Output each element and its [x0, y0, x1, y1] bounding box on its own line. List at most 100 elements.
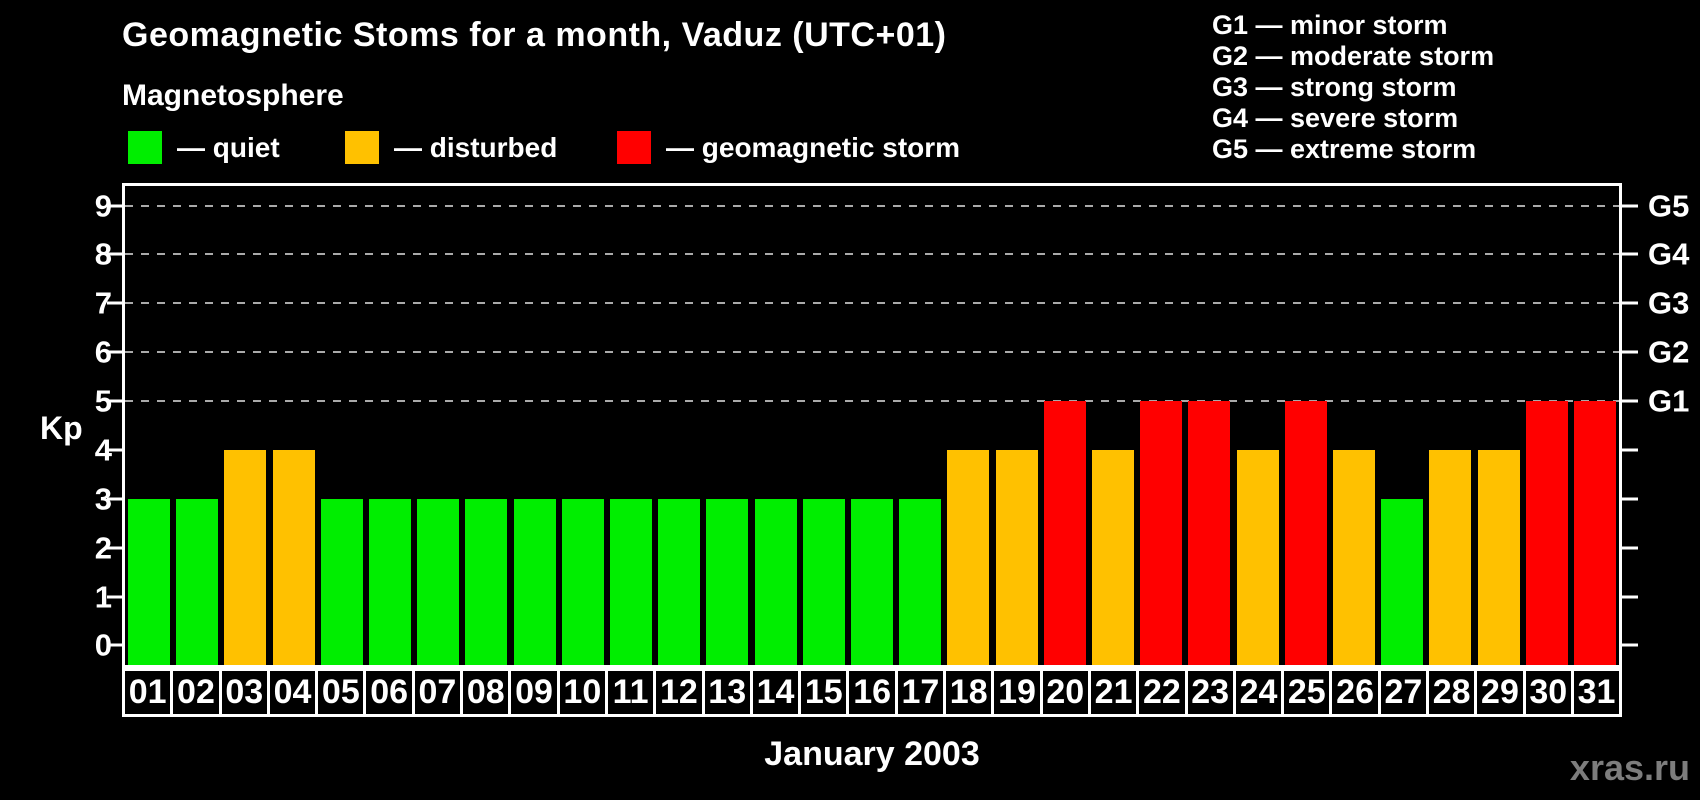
bar-day-22 [1140, 401, 1183, 665]
legend-item-quiet: — quiet [128, 131, 280, 164]
y-tick-left-8 [107, 252, 122, 256]
y-tick-label-3: 3 [94, 481, 112, 517]
g-legend-line-3: G3 — strong storm [1212, 72, 1457, 102]
bar-day-07 [417, 498, 460, 665]
legend-item-label: — disturbed [394, 131, 558, 163]
day-cell-26: 26 [1329, 668, 1381, 717]
day-cell-01: 01 [122, 668, 174, 717]
y-tick-right-4 [1622, 448, 1638, 452]
y-axis-tick-labels: 0 1 2 3 4 5 6 7 8 9 [0, 186, 112, 665]
y-tick-right-9 [1622, 204, 1638, 208]
g-axis-label-G1: G1 [1648, 383, 1690, 419]
legend-item-label: — geomagnetic storm [666, 131, 961, 163]
day-cell-25: 25 [1281, 668, 1333, 717]
day-cell-08: 08 [460, 668, 512, 717]
bar-day-12 [658, 498, 701, 665]
day-cell-14: 14 [749, 668, 802, 717]
bar-day-24 [1236, 449, 1279, 665]
y-tick-label-2: 2 [94, 530, 112, 566]
bar-day-15 [802, 498, 845, 665]
day-cell-23: 23 [1184, 668, 1236, 717]
y-tick-right-8 [1622, 252, 1638, 256]
day-cell-02: 02 [170, 668, 222, 717]
y-axis-ticks-left [107, 186, 122, 665]
y-tick-label-4: 4 [94, 432, 112, 468]
bar-day-09 [513, 498, 556, 665]
y-tick-label-5: 5 [94, 383, 112, 419]
day-cell-18: 18 [943, 668, 995, 717]
y-tick-label-0: 0 [94, 627, 112, 663]
y-tick-left-9 [107, 204, 122, 208]
bar-day-04 [272, 449, 315, 665]
day-cell-28: 28 [1426, 668, 1478, 717]
bar-day-26 [1332, 449, 1375, 665]
bar-day-19 [995, 449, 1038, 665]
y-tick-left-0 [107, 643, 122, 647]
g-axis-label-G5: G5 [1648, 188, 1690, 224]
day-cell-21: 21 [1087, 668, 1140, 717]
day-cell-10: 10 [556, 668, 608, 717]
bar-day-29 [1477, 449, 1520, 665]
bar-day-16 [851, 498, 893, 665]
legend-item-label: — quiet [177, 131, 280, 163]
y-tick-left-2 [107, 546, 122, 550]
day-cell-13: 13 [701, 668, 753, 717]
gridline-6 [125, 351, 1619, 354]
gridline-5 [125, 400, 1619, 403]
x-axis-day-row: 01 02 03 04 05 06 07 08 09 10 11 12 13 14 15 16 17 18 19 20… [122, 668, 1623, 717]
y-tick-right-2 [1622, 546, 1638, 550]
y-tick-right-1 [1622, 595, 1638, 599]
day-cell-16: 16 [846, 668, 898, 717]
bar-day-21 [1091, 449, 1134, 665]
bar-day-05 [320, 498, 363, 665]
y-tick-left-5 [107, 399, 122, 403]
plot-area [122, 183, 1622, 668]
bar-day-14 [754, 498, 797, 665]
disturbed-swatch [345, 131, 379, 164]
y-tick-label-6: 6 [94, 334, 112, 370]
y-tick-left-4 [107, 448, 122, 452]
magnetosphere-label: Magnetosphere [122, 79, 344, 112]
day-cell-30: 30 [1522, 668, 1574, 717]
bar-day-18 [947, 449, 990, 665]
bar-day-10 [561, 498, 604, 665]
g-axis-label-G3: G3 [1648, 285, 1690, 321]
bar-day-31 [1573, 401, 1616, 665]
bar-day-06 [369, 498, 412, 665]
bar-day-30 [1525, 401, 1568, 665]
g-scale-legend: G1 — minor storm G2 — moderate storm G3 — … [1212, 10, 1494, 165]
g-legend-line-1: G1 — minor storm [1212, 10, 1448, 40]
day-cell-11: 11 [604, 668, 657, 717]
day-cell-20: 20 [1039, 668, 1091, 717]
bar-day-02 [176, 498, 219, 665]
y-tick-right-5 [1622, 399, 1638, 403]
gridline-7 [125, 302, 1619, 305]
legend-item-storm: — geomagnetic storm [617, 131, 960, 164]
y-tick-label-9: 9 [94, 188, 112, 224]
bar-day-23 [1188, 401, 1231, 665]
bar-day-13 [706, 498, 749, 665]
day-cell-22: 22 [1136, 668, 1188, 717]
y-tick-left-1 [107, 595, 122, 599]
bar-day-28 [1429, 449, 1472, 665]
day-cell-04: 04 [266, 668, 319, 717]
bar-day-01 [128, 498, 171, 665]
day-cell-15: 15 [798, 668, 850, 717]
day-cell-17: 17 [894, 668, 947, 717]
y-tick-label-1: 1 [94, 579, 112, 615]
y-tick-label-7: 7 [94, 285, 112, 321]
g-legend-line-5: G5 — extreme storm [1212, 134, 1477, 164]
day-cell-19: 19 [991, 668, 1043, 717]
gridline-9 [125, 204, 1619, 207]
day-cell-03: 03 [218, 668, 270, 717]
day-cell-05: 05 [315, 668, 367, 717]
bar-day-03 [224, 449, 267, 665]
day-cell-09: 09 [508, 668, 560, 717]
gridline-8 [125, 253, 1619, 256]
y-tick-right-6 [1622, 350, 1638, 354]
day-cell-24: 24 [1232, 668, 1285, 717]
quiet-swatch [128, 131, 162, 164]
storm-swatch [617, 131, 651, 164]
day-cell-31: 31 [1570, 668, 1623, 717]
day-cell-07: 07 [411, 668, 464, 717]
